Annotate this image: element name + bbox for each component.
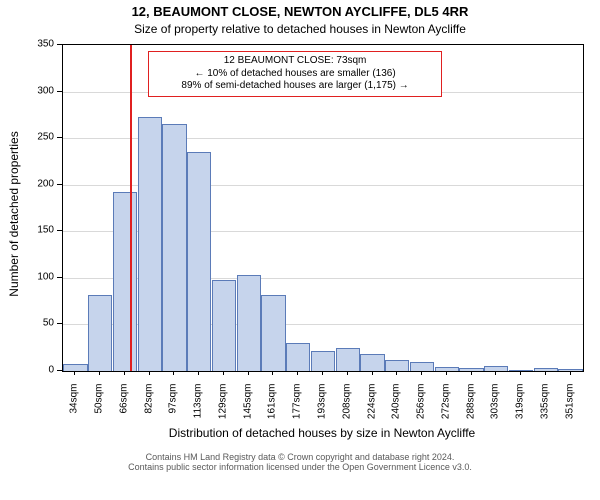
y-tick-mark xyxy=(57,370,62,371)
x-tick-label: 208sqm xyxy=(341,384,352,484)
annotation-line-2: ← 10% of detached houses are smaller (13… xyxy=(155,68,435,81)
y-tick-label: 300 xyxy=(0,85,54,96)
x-tick-label: 82sqm xyxy=(143,384,154,484)
y-tick-label: 0 xyxy=(0,365,54,376)
y-tick-mark xyxy=(57,323,62,324)
histogram-bar xyxy=(187,152,211,371)
histogram-bar xyxy=(509,370,533,371)
y-tick-mark xyxy=(57,137,62,138)
x-tick-label: 256sqm xyxy=(416,384,427,484)
x-tick-label: 129sqm xyxy=(217,384,228,484)
y-tick-label: 200 xyxy=(0,178,54,189)
x-tick-label: 272sqm xyxy=(440,384,451,484)
y-tick-label: 350 xyxy=(0,39,54,50)
plot-area: 12 BEAUMONT CLOSE: 73sqm ← 10% of detach… xyxy=(62,44,584,372)
histogram-bar xyxy=(336,348,360,371)
x-tick-label: 319sqm xyxy=(515,384,526,484)
x-tick-label: 335sqm xyxy=(539,384,550,484)
x-tick-label: 224sqm xyxy=(366,384,377,484)
x-tick-label: 113sqm xyxy=(193,384,204,484)
y-tick-label: 250 xyxy=(0,132,54,143)
y-tick-mark xyxy=(57,230,62,231)
x-tick-label: 97sqm xyxy=(168,384,179,484)
histogram-bar xyxy=(484,366,508,371)
histogram-bar xyxy=(63,364,87,371)
x-tick-label: 34sqm xyxy=(69,384,80,484)
y-tick-mark xyxy=(57,44,62,45)
histogram-bar xyxy=(534,368,558,371)
y-tick-label: 100 xyxy=(0,271,54,282)
histogram-bar xyxy=(88,295,112,371)
x-tick-label: 177sqm xyxy=(292,384,303,484)
histogram-bar xyxy=(286,343,310,371)
x-tick-label: 50sqm xyxy=(94,384,105,484)
histogram-bar xyxy=(435,367,459,371)
histogram-bar xyxy=(311,351,335,371)
y-tick-mark xyxy=(57,277,62,278)
histogram-bar xyxy=(410,362,434,371)
y-tick-label: 50 xyxy=(0,318,54,329)
annotation-box: 12 BEAUMONT CLOSE: 73sqm ← 10% of detach… xyxy=(148,51,442,97)
histogram-bar xyxy=(237,275,261,371)
x-tick-label: 66sqm xyxy=(118,384,129,484)
chart-title-line1: 12, BEAUMONT CLOSE, NEWTON AYCLIFFE, DL5… xyxy=(0,4,600,19)
y-tick-mark xyxy=(57,184,62,185)
histogram-bar xyxy=(212,280,236,371)
histogram-bar xyxy=(360,354,384,371)
histogram-bar xyxy=(162,124,186,371)
histogram-bar xyxy=(113,192,137,371)
reference-vline xyxy=(130,45,132,371)
x-tick-label: 193sqm xyxy=(317,384,328,484)
y-tick-mark xyxy=(57,91,62,92)
x-tick-label: 351sqm xyxy=(564,384,575,484)
histogram-bar xyxy=(459,368,483,371)
histogram-bar xyxy=(138,117,162,371)
histogram-bar xyxy=(385,360,409,371)
y-tick-label: 150 xyxy=(0,225,54,236)
chart-container: 12, BEAUMONT CLOSE, NEWTON AYCLIFFE, DL5… xyxy=(0,0,600,500)
x-tick-label: 145sqm xyxy=(242,384,253,484)
x-tick-label: 240sqm xyxy=(391,384,402,484)
histogram-bar xyxy=(261,295,285,371)
annotation-line-3: 89% of semi-detached houses are larger (… xyxy=(155,80,435,93)
x-tick-label: 288sqm xyxy=(465,384,476,484)
chart-title-line2: Size of property relative to detached ho… xyxy=(0,22,600,36)
x-tick-label: 303sqm xyxy=(490,384,501,484)
annotation-line-1: 12 BEAUMONT CLOSE: 73sqm xyxy=(155,55,435,68)
histogram-bar xyxy=(558,369,582,371)
x-tick-label: 161sqm xyxy=(267,384,278,484)
